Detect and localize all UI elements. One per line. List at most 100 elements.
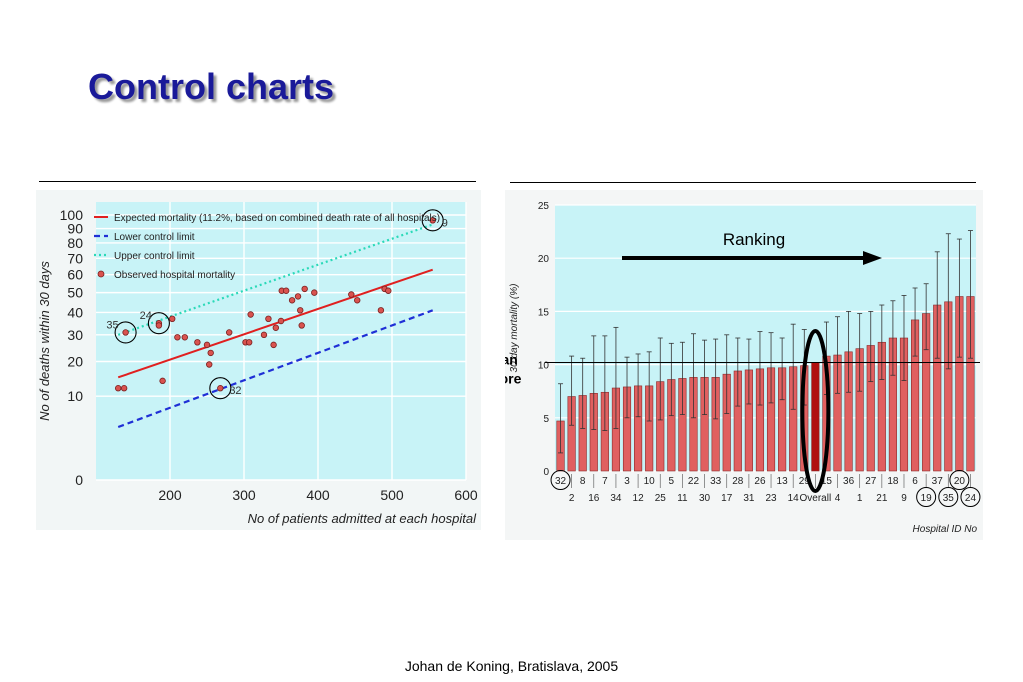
observed-point [265, 315, 272, 323]
category-label: 8 [580, 476, 586, 487]
observed-point [159, 377, 166, 385]
outlier-circle [916, 487, 937, 507]
observed-point [225, 329, 233, 336]
category-label: 31 [743, 493, 755, 504]
x-tick-label: 400 [306, 487, 330, 503]
outlier-circle [114, 321, 137, 344]
category-label: 14 [788, 493, 800, 504]
category-label: 22 [688, 476, 700, 487]
category-label: 26 [754, 476, 766, 487]
observed-point [245, 339, 253, 346]
outlier-circle [949, 470, 970, 490]
category-label: 1 [857, 493, 863, 504]
category-label: 21 [876, 493, 888, 504]
observed-point [294, 293, 302, 300]
y-tick-label: 20 [67, 353, 83, 369]
ranking-arrow-head [863, 251, 882, 265]
plot-area [96, 202, 466, 480]
category-label: 12 [633, 493, 645, 504]
bar [811, 362, 820, 472]
y-axis-label: 30 day mortality (%) [509, 284, 520, 373]
category-label: 25 [655, 493, 667, 504]
y-tick-label: 25 [538, 201, 550, 212]
outlier-label: 9 [442, 217, 448, 229]
legend-entry: Observed hospital mortality [114, 270, 235, 281]
y-tick-label: 15 [538, 307, 550, 318]
observed-point [155, 322, 163, 329]
y-tick-label: 10 [538, 361, 550, 372]
outlier-label: 32 [229, 385, 241, 397]
legend-entry: Upper control limit [114, 251, 195, 262]
category-label: 11 [677, 493, 688, 504]
category-label: 15 [821, 476, 833, 487]
observed-point [181, 334, 188, 341]
slide-title: Control charts [88, 66, 335, 107]
mean-score-label-line2: score [505, 370, 522, 386]
observed-point [385, 287, 392, 294]
observed-point [122, 329, 129, 336]
outlier-circle [209, 377, 232, 400]
outlier-label: 24 [140, 310, 152, 322]
category-label: 30 [699, 493, 711, 504]
observed-point [260, 331, 268, 339]
y-tick-label: 50 [67, 285, 83, 301]
category-label: 18 [887, 476, 899, 487]
category-label: 28 [732, 476, 744, 487]
observed-point [348, 291, 355, 298]
right-top-rule [510, 182, 976, 183]
observed-point [169, 315, 176, 323]
observed-point [207, 349, 214, 357]
category-label: 5 [669, 476, 675, 487]
overall-highlight-oval [800, 329, 831, 493]
category-label: 13 [777, 476, 789, 487]
observed-point [174, 334, 181, 341]
legend-entry: Lower control limit [114, 232, 195, 243]
outlier-circle [960, 487, 981, 507]
observed-point [247, 311, 254, 318]
category-label: 9 [901, 493, 907, 504]
x-tick-label: 200 [158, 487, 182, 503]
left-top-rule [39, 181, 476, 182]
category-label: 23 [765, 493, 777, 504]
observed-point [277, 317, 285, 325]
y-axis-label: No of deaths within 30 days [37, 261, 52, 421]
observed-point [301, 285, 308, 293]
category-label: 2 [569, 493, 575, 504]
observed-point [429, 217, 436, 224]
y-tick-label: 5 [543, 414, 549, 425]
observed-point [217, 385, 224, 392]
y-tick-label: 10 [67, 388, 83, 404]
category-label: 4 [835, 493, 841, 504]
expected-mortality-line [117, 268, 434, 379]
category-label: 36 [843, 476, 855, 487]
category-label: 27 [865, 476, 877, 487]
y-tick-label: 100 [60, 207, 84, 223]
observed-point [354, 297, 361, 304]
slide-footer: Johan de Koning, Bratislava, 2005 [404, 658, 619, 674]
outlier-circle [938, 487, 959, 507]
observed-point [288, 297, 296, 304]
mean-score-label-line1: Mean [505, 351, 518, 367]
lower-control-limit-line [117, 309, 434, 429]
y-tick-label: 80 [67, 235, 83, 251]
category-label: 35 [943, 493, 955, 504]
observed-point [298, 322, 305, 329]
y-tick-label: 30 [67, 327, 83, 343]
category-label: 32 [555, 476, 567, 487]
legend-swatch [97, 270, 105, 278]
category-label: 16 [588, 493, 600, 504]
x-axis-label: Hospital ID No [913, 524, 978, 535]
outlier-circle [421, 209, 444, 232]
category-label: 3 [624, 476, 630, 487]
legend-entry: Expected mortality (11.2%, based on comb… [114, 213, 440, 224]
category-label: 20 [954, 476, 966, 487]
y-tick-label: 0 [543, 467, 549, 478]
category-label: 7 [602, 476, 608, 487]
x-tick-label: 600 [454, 487, 478, 503]
y-tick-label: 90 [67, 221, 83, 237]
observed-point [297, 307, 304, 314]
y-tick-label: 20 [538, 254, 550, 265]
x-tick-label: 300 [232, 487, 256, 503]
